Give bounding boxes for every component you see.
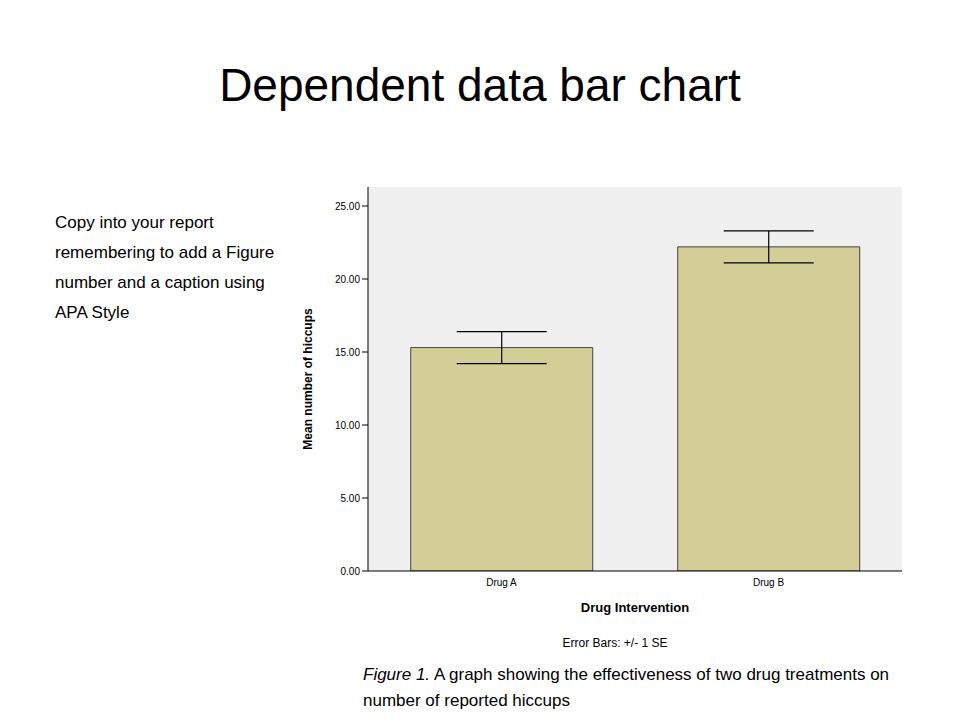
svg-text:10.00: 10.00 [335,420,360,431]
svg-text:25.00: 25.00 [335,201,360,212]
html-text:Error Bars: +/- 1 SE: Error Bars: +/- 1 SE [562,636,668,650]
svg-text:Drug Intervention: Drug Intervention [581,600,689,615]
svg-text:15.00: 15.00 [335,347,360,358]
svg-text:20.00: 20.00 [335,274,360,285]
html-text:Figure 1. A graph showing the: Figure 1. A graph showing the effectiven… [363,665,890,710]
svg-text:5.00: 5.00 [341,493,361,504]
html-text:Copy into your report remember: Copy into your report remembering to add… [55,213,275,322]
svg-text:0.00: 0.00 [341,566,361,577]
svg-text:Drug B: Drug B [753,577,784,588]
svg-text:Mean number of hiccups: Mean number of hiccups [301,308,315,450]
html-text:Dependent data bar chart: Dependent data bar chart [219,59,741,111]
svg-text:Drug A: Drug A [486,577,517,588]
